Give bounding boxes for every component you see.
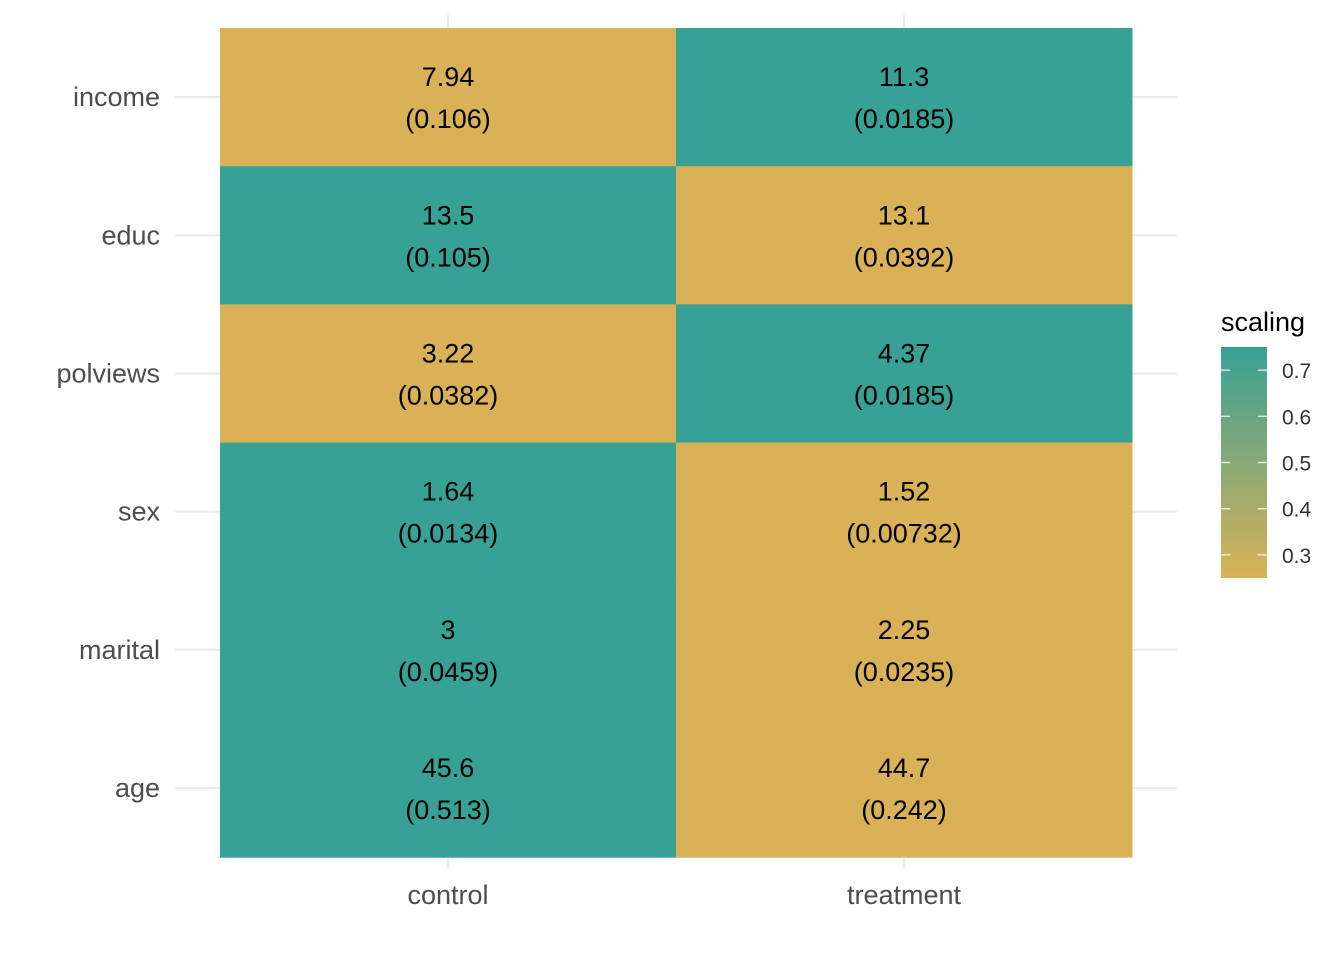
heatmap-cell-sex-control: [220, 442, 677, 582]
cell-labels: 7.94 (0.106) 11.3 (0.0185) 13.5 (0.105) 13.1 (0…: [398, 62, 962, 825]
heatmap-cell-polviews-control: [220, 304, 677, 444]
y-tick-label-educ: educ: [101, 220, 160, 250]
cell-se-label: (0.00732): [846, 519, 962, 549]
heatmap-cell-income-treatment: [676, 28, 1133, 167]
cell-value-label: 7.94: [422, 62, 475, 92]
cell-value-label: 45.6: [422, 753, 475, 783]
cell-value-label: 44.7: [878, 753, 931, 783]
cell-se-label: (0.105): [405, 242, 491, 272]
y-tick-label-income: income: [73, 82, 160, 112]
heatmap-cell-sex-treatment: [676, 442, 1133, 582]
legend-title: scaling: [1221, 307, 1305, 337]
cell-se-label: (0.0185): [854, 104, 955, 134]
legend-tick-label: 0.4: [1282, 499, 1312, 522]
cell-value-label: 4.37: [878, 339, 931, 369]
heatmap-cell-age-treatment: [676, 719, 1133, 858]
cell-value-label: 1.52: [878, 477, 931, 507]
cell-se-label: (0.0235): [854, 657, 955, 687]
heatmap-cell-educ-treatment: [676, 166, 1133, 305]
cell-se-label: (0.0392): [854, 242, 955, 272]
heatmap-cell-marital-treatment: [676, 580, 1133, 720]
x-tick-label-control: control: [407, 880, 488, 910]
cell-value-label: 11.3: [879, 62, 930, 92]
cell-se-label: (0.106): [405, 104, 491, 134]
axis-tick-labels: control treatment age marital sex polviews edu…: [56, 82, 961, 910]
cell-se-label: (0.0185): [854, 381, 955, 411]
cell-value-label: 2.25: [878, 615, 931, 645]
heatmap-cell-polviews-treatment: [676, 304, 1133, 444]
x-tick-label-treatment: treatment: [847, 880, 962, 910]
heatmap-cells: [220, 28, 1133, 858]
cell-se-label: (0.0459): [398, 657, 499, 687]
cell-value-label: 3: [440, 615, 455, 645]
legend: scaling 0.3 0.4 0.5 0.6 0.7: [1221, 307, 1312, 578]
cell-se-label: (0.513): [405, 795, 491, 825]
cell-value-label: 13.5: [422, 200, 475, 230]
y-tick-label-age: age: [115, 773, 160, 803]
heatmap-cell-educ-control: [220, 166, 677, 305]
heatmap-cell-age-control: [220, 719, 677, 858]
cell-se-label: (0.0382): [398, 381, 499, 411]
cell-value-label: 13.1: [878, 200, 931, 230]
legend-tick-label: 0.7: [1282, 360, 1311, 383]
cell-se-label: (0.242): [861, 795, 947, 825]
cell-value-label: 3.22: [422, 339, 475, 369]
y-tick-label-marital: marital: [79, 635, 160, 665]
heatmap-cell-marital-control: [220, 580, 677, 720]
heatmap-cell-income-control: [220, 28, 677, 167]
legend-tick-label: 0.3: [1282, 545, 1311, 568]
legend-tick-label: 0.6: [1282, 406, 1311, 429]
cell-value-label: 1.64: [422, 477, 475, 507]
y-tick-label-polviews: polviews: [56, 359, 160, 389]
legend-tick-label: 0.5: [1282, 453, 1311, 476]
cell-se-label: (0.0134): [398, 519, 499, 549]
y-tick-label-sex: sex: [118, 497, 161, 527]
